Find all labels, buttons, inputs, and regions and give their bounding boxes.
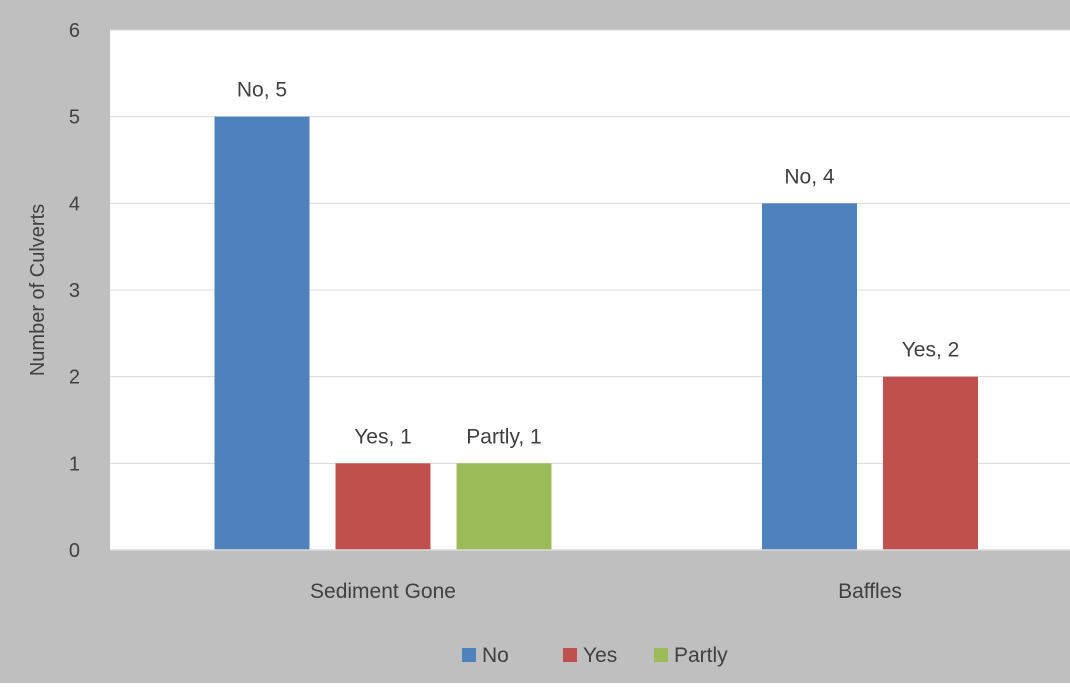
data-label: Yes, 2 bbox=[902, 339, 960, 362]
y-tick-label: 3 bbox=[69, 280, 80, 302]
axes: Number of Culverts 0 1 2 3 4 5 6 Sediment Gone B… bbox=[27, 20, 1070, 603]
data-label: No, 4 bbox=[784, 165, 835, 188]
x-category-label: Sediment Gone bbox=[310, 580, 456, 603]
y-tick-label: 2 bbox=[69, 367, 80, 389]
x-category-label: Baffles bbox=[838, 580, 902, 603]
y-tick-label: 4 bbox=[69, 193, 80, 215]
legend-swatch-yes bbox=[563, 648, 577, 662]
legend-swatch-partly bbox=[654, 648, 668, 662]
legend-label-no: No bbox=[482, 644, 509, 667]
legend: No Yes Partly bbox=[462, 644, 728, 667]
data-label: Yes, 1 bbox=[354, 425, 412, 448]
bar-no-1 bbox=[214, 116, 310, 551]
legend-label-yes: Yes bbox=[583, 644, 617, 667]
y-axis-title: Number of Culverts bbox=[27, 204, 49, 376]
legend-label-partly: Partly bbox=[674, 644, 728, 667]
bar-yes-2 bbox=[883, 376, 978, 550]
bars: No, 5 Yes, 1 Partly, 1 No, 4 Yes, 2 bbox=[214, 79, 978, 551]
y-tick-label: 0 bbox=[69, 540, 80, 562]
bar-partly-1 bbox=[456, 463, 552, 550]
bar-no-2 bbox=[762, 203, 857, 551]
data-label: Partly, 1 bbox=[466, 425, 541, 448]
legend-swatch-no bbox=[462, 648, 476, 662]
data-label: No, 5 bbox=[237, 79, 287, 102]
bar-yes-1 bbox=[335, 463, 431, 550]
y-tick-label: 5 bbox=[69, 107, 80, 129]
y-tick-label: 1 bbox=[69, 453, 80, 475]
y-tick-label: 6 bbox=[69, 20, 80, 42]
